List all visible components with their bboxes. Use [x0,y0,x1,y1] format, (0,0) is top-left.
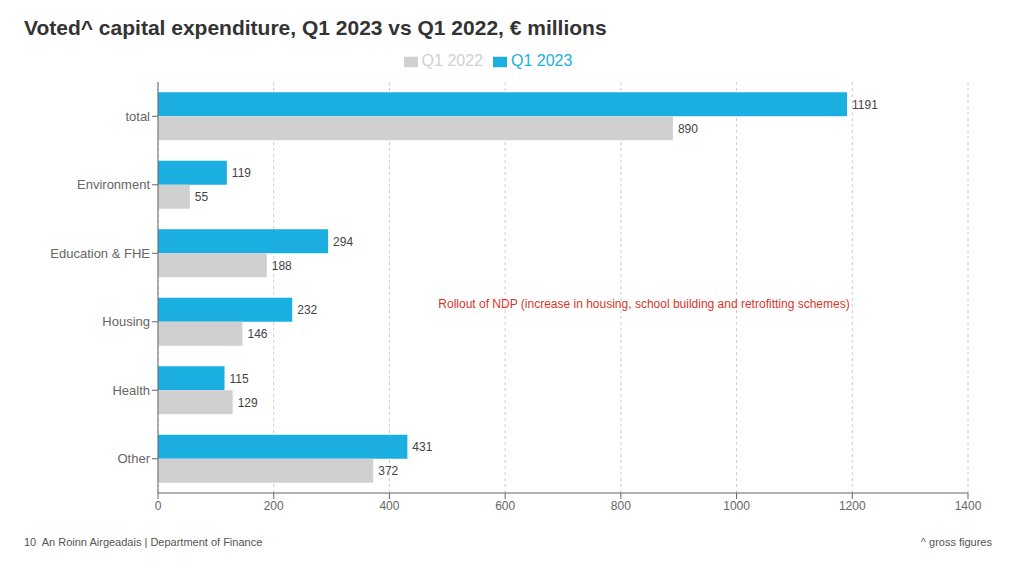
svg-text:200: 200 [264,499,284,513]
svg-text:total: total [125,109,150,124]
svg-text:Environment: Environment [77,177,150,192]
svg-text:188: 188 [272,259,292,273]
html-text:Voted^ capital expenditure, Q1: Voted^ capital expenditure, Q1 2023 vs Q… [24,16,607,39]
svg-text:400: 400 [379,499,399,513]
svg-text:800: 800 [611,499,631,513]
svg-text:Other: Other [117,451,150,466]
svg-text:1191: 1191 [852,98,878,112]
svg-text:1400: 1400 [955,499,982,513]
html-text:Q1 2023: Q1 2023 [511,52,573,69]
svg-text:890: 890 [678,122,698,136]
svg-text:0: 0 [155,499,162,513]
svg-text:Education & FHE: Education & FHE [50,246,150,261]
svg-text:146: 146 [247,327,267,341]
svg-text:294: 294 [333,235,353,249]
svg-text:1000: 1000 [723,499,750,513]
svg-text:372: 372 [378,464,398,478]
svg-text:115: 115 [230,372,249,386]
svg-text:232: 232 [297,303,317,317]
html-text:Q1 2022: Q1 2022 [421,52,483,69]
svg-text:Housing: Housing [102,314,150,329]
svg-text:Health: Health [112,383,150,398]
svg-text:1200: 1200 [839,499,866,513]
html-text:^ gross figures: ^ gross figures [920,536,992,548]
svg-text:600: 600 [495,499,515,513]
svg-text:Rollout of NDP (increase in ho: Rollout of NDP (increase in housing, sch… [438,297,849,311]
svg-text:129: 129 [238,396,258,410]
html-text:10 An Roinn Airgeadais | Depar: 10 An Roinn Airgeadais | Department of F… [24,536,263,548]
svg-text:55: 55 [195,190,209,204]
svg-text:431: 431 [412,440,432,454]
svg-text:119: 119 [232,166,251,180]
